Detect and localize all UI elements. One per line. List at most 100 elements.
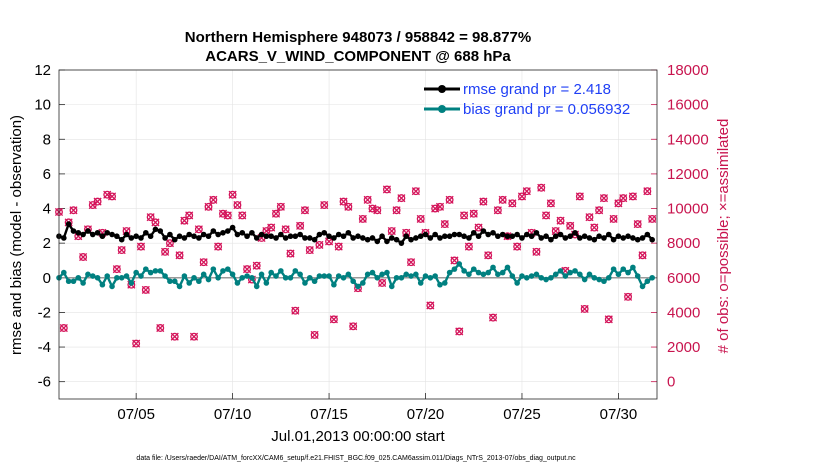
- obs-count-point: [373, 206, 382, 215]
- obs-assimilated-marker: [368, 204, 377, 213]
- rmse-point: [519, 235, 525, 241]
- obs-count-point: [638, 251, 647, 260]
- y2-tick-label: 2000: [667, 339, 700, 356]
- bias-point: [379, 271, 385, 278]
- obs-count-point: [566, 221, 575, 230]
- obs-possible-marker: [416, 214, 425, 223]
- obs-count-point: [599, 194, 609, 203]
- rmse-point: [152, 226, 159, 233]
- obs-possible-marker: [518, 192, 526, 201]
- rmse-point: [388, 235, 395, 241]
- rmse-point: [229, 224, 236, 231]
- bias-point: [278, 268, 284, 274]
- obs-assimilated-marker: [469, 209, 478, 218]
- obs-possible-marker: [479, 197, 488, 206]
- obs-assimilated-marker: [464, 242, 473, 251]
- bias-point: [311, 278, 318, 285]
- rmse-point: [533, 229, 540, 236]
- bias-point: [625, 269, 631, 276]
- obs-assimilated-marker: [69, 206, 78, 215]
- obs-assimilated-marker: [112, 265, 121, 274]
- bias-point: [470, 266, 477, 272]
- bias-point: [634, 273, 641, 279]
- obs-possible-marker: [349, 322, 358, 331]
- obs-count-point: [387, 226, 396, 236]
- obs-count-point: [493, 206, 502, 215]
- obs-count-point: [281, 225, 290, 234]
- rmse-point: [480, 228, 487, 234]
- rmse-point: [379, 233, 385, 240]
- obs-possible-marker: [585, 213, 594, 222]
- obs-possible-marker: [310, 330, 319, 339]
- rmse-point: [581, 233, 588, 240]
- rmse-point: [567, 233, 573, 240]
- obs-possible-marker: [522, 187, 531, 196]
- bias-point: [220, 268, 226, 274]
- obs-possible-marker: [358, 214, 367, 223]
- obs-possible-marker: [628, 192, 637, 201]
- legend-rmse-marker: [438, 85, 446, 93]
- obs-assimilated-marker: [271, 209, 281, 218]
- obs-count-point: [484, 251, 493, 260]
- obs-count-point: [532, 247, 541, 256]
- rmse-point: [61, 235, 67, 241]
- rmse-point: [157, 228, 164, 234]
- bias-point: [273, 273, 279, 279]
- obs-possible-marker: [276, 202, 285, 211]
- obs-count-point: [633, 220, 642, 229]
- obs-possible-marker: [489, 313, 497, 322]
- obs-count-point: [300, 206, 310, 215]
- bias-point: [620, 266, 627, 272]
- bias-point: [630, 264, 636, 271]
- obs-assimilated-marker: [267, 223, 276, 232]
- obs-count-point: [170, 332, 179, 341]
- obs-count-point: [88, 201, 97, 210]
- y-tick-label: -2: [38, 304, 51, 321]
- obs-possible-marker: [643, 187, 652, 196]
- rmse-point: [591, 236, 598, 243]
- obs-assimilated-marker: [445, 195, 454, 204]
- footnote: data file: /Users/raeder/DAI/ATM_forcXX/…: [136, 455, 576, 462]
- bias-point: [427, 274, 434, 281]
- obs-assimilated-marker: [344, 202, 353, 211]
- obs-assimilated-marker: [378, 278, 387, 288]
- obs-count-point: [435, 202, 445, 211]
- rmse-point: [620, 235, 627, 241]
- bias-point: [331, 281, 337, 288]
- x-tick-label: 07/20: [407, 406, 445, 423]
- bias-point: [557, 268, 564, 274]
- bias-point: [123, 273, 130, 279]
- rmse-point: [543, 233, 549, 240]
- bias-point: [200, 271, 207, 278]
- obs-possible-marker: [151, 218, 160, 227]
- obs-count-point: [233, 201, 242, 210]
- obs-count-point: [595, 206, 604, 215]
- obs-possible-marker: [580, 305, 589, 313]
- y2-tick-label: 8000: [667, 235, 700, 252]
- bias-point: [601, 278, 607, 285]
- bias-point: [577, 271, 583, 278]
- obs-assimilated-marker: [300, 206, 310, 215]
- obs-assimilated-marker: [189, 332, 199, 341]
- rmse-point: [644, 231, 651, 238]
- bias-point: [514, 280, 520, 286]
- bias-point: [210, 266, 217, 272]
- obs-possible-marker: [546, 199, 555, 208]
- obs-count-point: [310, 330, 319, 339]
- bias-series: [56, 261, 655, 290]
- y-tick-label: -6: [38, 374, 51, 391]
- obs-possible-marker: [315, 240, 324, 249]
- rmse-point: [610, 236, 617, 243]
- obs-count-point: [320, 201, 329, 210]
- rmse-point: [490, 229, 496, 236]
- rmse-point: [297, 231, 303, 238]
- bias-point: [446, 269, 453, 276]
- obs-assimilated-marker: [580, 304, 589, 314]
- bias-point: [432, 273, 438, 279]
- obs-count-point: [643, 187, 652, 196]
- obs-possible-marker: [214, 242, 223, 251]
- rmse-point: [162, 235, 168, 241]
- obs-possible-marker: [281, 225, 290, 234]
- rmse-point: [470, 229, 477, 236]
- obs-assimilated-marker: [132, 339, 141, 348]
